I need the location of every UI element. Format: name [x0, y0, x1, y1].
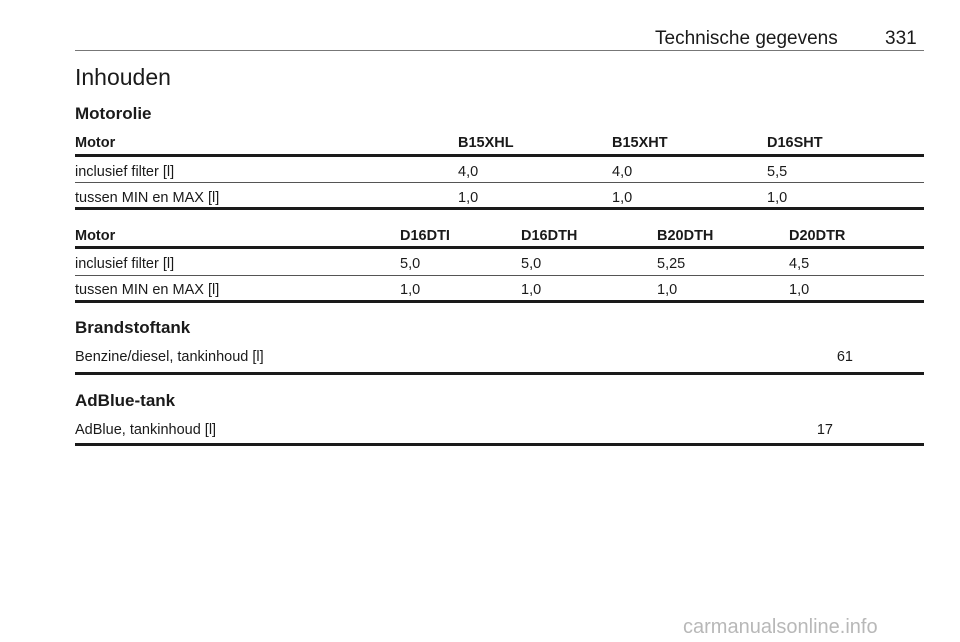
- column-header: D16DTH: [521, 228, 578, 244]
- table-cell: 5,0: [521, 256, 542, 272]
- fuel-tank-value: 61: [836, 349, 853, 365]
- table-rule: [75, 182, 924, 183]
- row-label: tussen MIN en MAX [l]: [75, 190, 220, 206]
- table-rule: [75, 300, 924, 303]
- fuel-tank-label: Benzine/diesel, tankinhoud [l]: [75, 349, 264, 365]
- table-cell: 1,0: [521, 282, 542, 298]
- row-label: inclusief filter [l]: [75, 164, 175, 180]
- table-cell: 1,0: [789, 282, 810, 298]
- column-header: Motor: [75, 228, 116, 244]
- watermark: carmanualsonline.info: [683, 616, 878, 638]
- row-label: inclusief filter [l]: [75, 256, 175, 272]
- page-number: 331: [885, 28, 917, 49]
- table-cell: 5,5: [767, 164, 788, 180]
- table-cell: 1,0: [612, 190, 633, 206]
- column-header: B15XHT: [612, 135, 668, 151]
- adblue-label: AdBlue, tankinhoud [l]: [75, 422, 217, 438]
- table-cell: 1,0: [767, 190, 788, 206]
- column-header: B20DTH: [657, 228, 714, 244]
- table-rule: [75, 372, 924, 375]
- table-rule: [75, 207, 924, 210]
- table-rule: [75, 154, 924, 157]
- row-label: tussen MIN en MAX [l]: [75, 282, 220, 298]
- column-header: D16SHT: [767, 135, 823, 151]
- table-rule: [75, 275, 924, 276]
- table-cell: 4,5: [789, 256, 810, 272]
- section-adblue: AdBlue-tank: [75, 391, 176, 410]
- table-cell: 1,0: [657, 282, 678, 298]
- column-header: Motor: [75, 135, 116, 151]
- table-cell: 5,0: [400, 256, 421, 272]
- table-cell: 5,25: [657, 256, 686, 272]
- table-cell: 1,0: [458, 190, 479, 206]
- running-header-section: Technische gegevens: [655, 28, 838, 49]
- table-rule: [75, 246, 924, 249]
- section-brandstoftank: Brandstoftank: [75, 318, 191, 337]
- page-title: Inhouden: [75, 64, 171, 90]
- table-cell: 4,0: [458, 164, 479, 180]
- column-header: D16DTI: [400, 228, 450, 244]
- section-motorolie: Motorolie: [75, 104, 152, 123]
- table-cell: 1,0: [400, 282, 421, 298]
- column-header: D20DTR: [789, 228, 846, 244]
- table-rule: [75, 443, 924, 446]
- column-header: B15XHL: [458, 135, 514, 151]
- table-cell: 4,0: [612, 164, 633, 180]
- header-rule: [75, 50, 924, 51]
- adblue-value: 17: [816, 422, 833, 438]
